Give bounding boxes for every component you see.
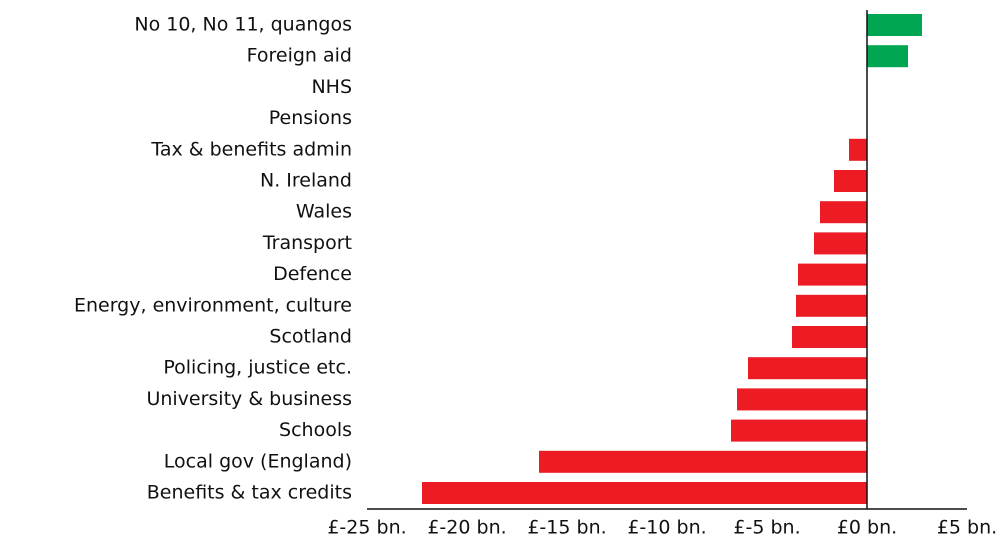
y-tick-label: Local gov (England) — [164, 450, 352, 472]
y-tick-label: No 10, No 11, quangos — [134, 14, 352, 36]
x-tick-label: £-5 bn. — [733, 517, 800, 539]
bar — [422, 482, 867, 504]
x-tick-label: £5 bn. — [937, 517, 997, 539]
bar — [796, 294, 867, 317]
y-tick-label: Wales — [296, 201, 352, 223]
y-tick-label: N. Ireland — [260, 170, 352, 192]
x-tick-label: £-20 bn. — [427, 517, 506, 539]
y-tick-label: Foreign aid — [247, 45, 352, 67]
y-tick-label: Tax & benefits admin — [150, 138, 352, 160]
bar — [737, 388, 867, 411]
y-tick-label: University & business — [146, 388, 352, 410]
bar — [849, 138, 867, 161]
bar — [798, 263, 867, 286]
y-tick-label: Transport — [262, 232, 352, 254]
y-tick-label: Schools — [279, 419, 352, 441]
bar — [539, 450, 867, 473]
x-tick-label: £-25 bn. — [327, 517, 406, 539]
x-tick-label: £0 bn. — [837, 517, 897, 539]
y-tick-label: Benefits & tax credits — [147, 482, 352, 504]
x-tick-label: £-10 bn. — [627, 517, 706, 539]
y-tick-label: Pensions — [269, 107, 352, 129]
y-tick-label: NHS — [311, 76, 352, 98]
bar — [867, 14, 922, 36]
x-tick-label: £-15 bn. — [527, 517, 606, 539]
y-tick-label: Defence — [273, 263, 352, 285]
bar — [814, 232, 867, 255]
bar — [834, 170, 867, 192]
y-tick-label: Policing, justice etc. — [163, 357, 352, 379]
y-tick-label: Scotland — [269, 326, 352, 348]
bar — [820, 201, 867, 224]
bar — [867, 45, 908, 68]
y-tick-label: Energy, environment, culture — [74, 294, 352, 316]
bar — [792, 326, 867, 348]
bar — [748, 357, 867, 380]
bar — [731, 419, 867, 442]
